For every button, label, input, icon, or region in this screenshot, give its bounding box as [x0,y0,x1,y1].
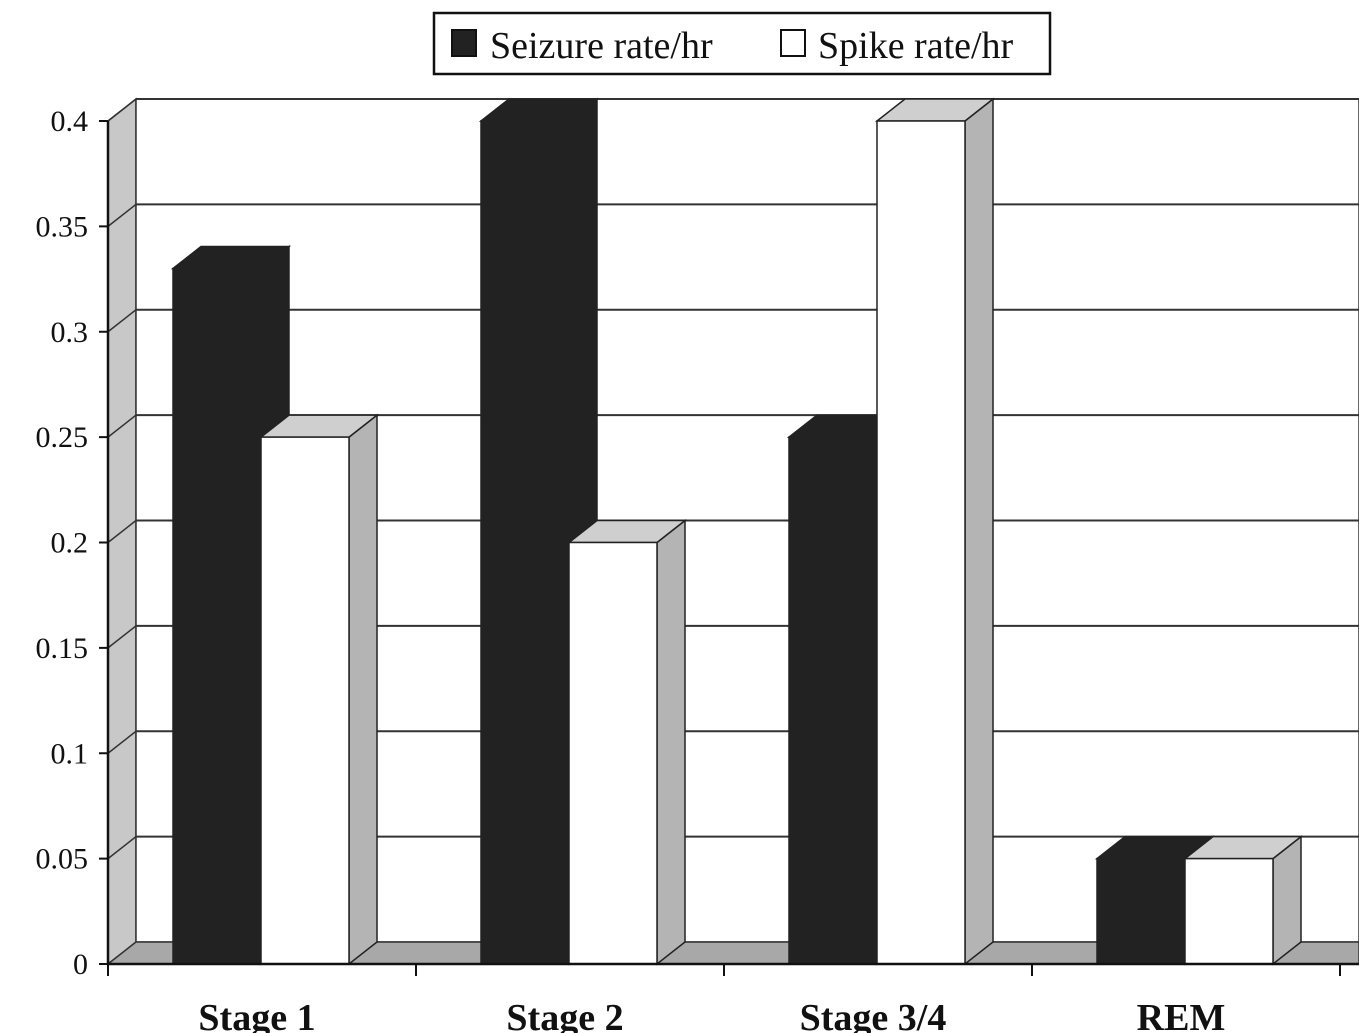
gridline-side [107,309,137,333]
gridline-side [107,414,137,438]
bar [258,413,380,966]
gridline-side [107,730,137,754]
legend-label: Spike rate/hr [818,25,1014,67]
bar-front [788,436,878,965]
bar [1182,835,1304,966]
legend: Seizure rate/hr Spike rate/hr [432,11,1052,76]
y-tick-label: 0.3 [51,316,89,349]
y-tick-label: 0.4 [51,105,89,138]
legend-box [432,11,1052,76]
y-tick-label: 0.05 [36,843,89,876]
x-category-label: REM [1137,997,1226,1033]
legend-swatch [780,29,806,57]
gridline-side [107,203,137,227]
y-tick-label: 0 [73,948,88,981]
y-tick-label: 0.2 [51,527,89,560]
y-tick-label: 0.1 [51,737,89,770]
x-axis-categories: Stage 1 Stage 2 Stage 3/4 REM [107,964,1341,1033]
bar-side [964,97,994,966]
gridline-side [107,519,137,544]
gridline-side [107,625,137,649]
bar-front [260,436,350,965]
y-axis-ticks: 0 0.05 0.1 0.15 0.2 0.25 0.3 0.35 0.4 [36,105,108,981]
bar-front [568,541,658,965]
bar-front [1184,857,1274,965]
y-tick-label: 0.25 [36,421,89,454]
bar-front [876,120,966,965]
bar-side [656,518,686,966]
x-category-label: Stage 3/4 [800,997,947,1033]
y-tick-label: 0.35 [36,210,89,243]
legend-swatch [451,29,477,57]
bar [566,518,688,966]
x-category-label: Stage 1 [198,997,315,1033]
bars [170,97,1304,966]
bar [874,97,996,966]
bar-side [348,413,378,966]
gridline-side [107,98,137,122]
bar-front [480,120,570,965]
bar-front [172,267,262,965]
legend-label: Seizure rate/hr [490,25,713,67]
x-category-label: Stage 2 [506,997,623,1033]
y-tick-label: 0.15 [36,632,89,665]
bar-front [1096,857,1186,965]
gridline-side [107,836,137,860]
